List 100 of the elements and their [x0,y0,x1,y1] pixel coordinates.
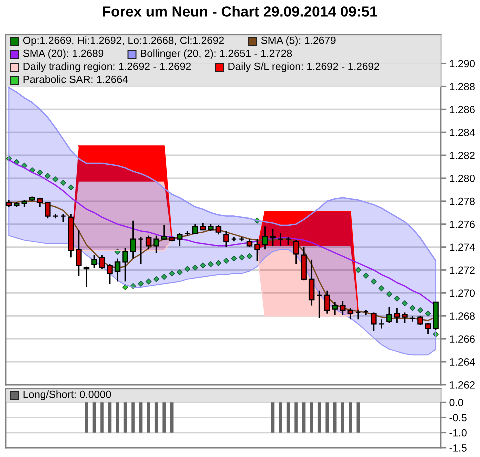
point [44,173,51,180]
y-tick-label: -1.0 [450,429,467,437]
candlestick [356,310,362,320]
point [60,180,66,186]
candlestick [130,220,136,260]
candlestick [270,228,276,247]
legend-label: Long/Short: 0.0000 [24,390,112,400]
candlestick [92,254,98,269]
point [231,256,238,262]
candlestick [378,318,385,330]
point [122,284,128,290]
point [239,254,245,261]
candlestick [45,202,51,220]
candlestick [278,232,284,247]
point [402,300,408,306]
candlestick [60,213,66,223]
point [386,291,392,298]
candlestick [394,307,400,324]
candlestick [99,254,106,270]
y-tick-label: -0.5 [450,414,467,422]
point [192,265,198,271]
y-tick-label: 0.0 [450,399,464,406]
y-tick-label: 1.276 [450,220,475,228]
candlestick [184,230,191,237]
point [378,286,385,292]
candlestick [308,259,315,307]
y-tick-label: 1.282 [450,152,475,160]
y-tick-label: 1.268 [450,312,475,320]
y-tick-label: 1.264 [450,358,476,366]
candlestick [293,240,300,266]
candlestick [37,197,44,208]
chart-title: Forex um Neun - Chart 29.09.2014 09:51 [103,6,378,17]
point [433,332,439,338]
candlestick [386,306,392,324]
point [146,278,152,285]
point [425,310,432,317]
y-tick-label: 1.288 [450,83,475,91]
legend-label: Daily S/L region: 1.2692 - 1.2692 [228,62,380,72]
y-tick-label: 1.290 [450,60,475,68]
candlestick [402,312,408,324]
candlestick [340,300,346,316]
point [224,258,230,264]
point [418,307,424,314]
point [355,267,362,274]
y-tick-label: 1.272 [450,266,475,274]
candlestick [371,312,377,332]
y-tick-label: 1.270 [450,290,475,298]
point [169,270,176,277]
candlestick [192,224,198,234]
candlestick [76,229,82,277]
y-tick-label: 1.274 [450,244,476,252]
point [184,266,191,272]
legend-label: Bollinger (20, 2): 1.2651 - 1.2728 [141,50,292,60]
point [200,262,206,269]
candlestick [254,238,260,262]
legend-label: SMA (20): 1.2689 [23,50,104,60]
candlestick [84,266,90,288]
point [176,270,183,276]
point [394,296,400,302]
point [130,283,136,290]
candlestick [154,235,160,254]
point [246,254,253,260]
candlestick [114,258,121,282]
point [68,184,74,191]
y-tick-label: 1.280 [450,174,475,182]
y-tick-label: 1.286 [450,106,475,114]
candlestick [316,290,322,320]
candlestick [418,315,424,326]
y-tick-label: -1.5 [450,444,467,452]
point [154,276,160,282]
point [208,262,214,268]
y-tick-label: 1.284 [450,129,476,136]
y-tick-label: 1.262 [450,382,475,389]
candlestick [410,315,416,323]
line-series [8,87,437,262]
candlestick [324,290,330,315]
candlestick [216,224,222,236]
point [410,305,416,312]
candlestick [348,307,354,320]
candlestick [161,224,168,242]
point [370,278,377,285]
y-tick-label: 1.278 [450,198,475,206]
candlestick [107,264,113,285]
candlestick [332,302,338,316]
candlestick [122,248,128,282]
candlestick [262,226,268,250]
point [161,274,168,280]
legend-label: Daily trading region: 1.2692 - 1.2692 [24,62,191,72]
point [52,176,59,183]
point [37,170,44,176]
candlestick [224,230,230,248]
point [22,162,28,169]
legend-label: Parabolic SAR: 1.2664 [24,76,128,84]
candlestick [176,232,183,247]
y-tick-label: 1.266 [450,336,475,343]
candlestick [425,322,432,336]
point [138,281,144,287]
legend-label: Op:1.2669, Hi:1.2692, Lo:1.2668, Cl:1.2692 [23,36,224,46]
point [216,260,222,266]
candlestick [146,235,152,250]
